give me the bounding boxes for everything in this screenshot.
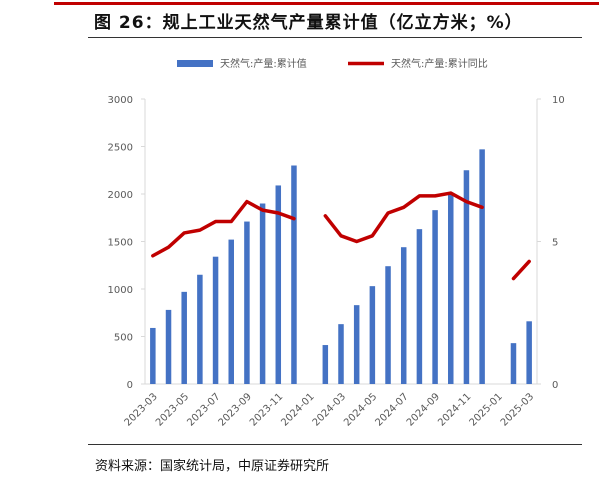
bar-2024-02 [322, 345, 329, 384]
figure-title: 图 26：规上工业天然气产量累计值（亿立方米；%） [94, 13, 523, 33]
bar-2023-09 [244, 221, 250, 384]
x-tick-label: 2024-03 [311, 391, 348, 428]
bar-2023-08 [228, 239, 234, 384]
bar-2025-02 [510, 343, 517, 384]
bar-2023-04 [165, 309, 172, 384]
bar-2024-04 [353, 305, 360, 384]
x-axis-labels: 2023-032023-052023-072023-092023-112024-… [123, 391, 537, 428]
yoy-line-segment-1 [151, 199, 296, 258]
bar-2023-03 [150, 327, 156, 384]
bar-2024-11 [463, 170, 470, 384]
line-series [151, 191, 531, 281]
x-tick-label: 2023-11 [248, 391, 285, 428]
footer-divider [88, 444, 582, 445]
left-tick-label: 1000 [108, 285, 133, 296]
x-tick-label: 2023-07 [185, 391, 222, 428]
top-red-rule [54, 2, 599, 5]
legend-bar-label: 天然气:产量:累计值 [220, 57, 307, 70]
x-tick-label: 2024-11 [436, 391, 473, 428]
right-tick-label: 10 [552, 95, 565, 106]
bar-2024-06 [385, 266, 391, 384]
x-tick-label: 2023-03 [123, 391, 160, 428]
bar-2023-10 [259, 203, 266, 384]
x-tick-label: 2025-03 [499, 391, 536, 428]
x-tick-label: 2024-07 [373, 391, 410, 428]
bar-2023-06 [197, 274, 203, 384]
chart-axes: 0 500 1000 1500 2000 2500 3000 0 5 10 [108, 95, 565, 391]
bar-2023-12 [291, 165, 297, 384]
bar-2023-07 [212, 256, 219, 384]
left-tick-label: 500 [114, 333, 133, 344]
x-tick-label: 2024-05 [342, 391, 379, 428]
x-tick-label: 2025-01 [468, 391, 505, 428]
title-divider [88, 37, 582, 38]
left-tick-label: 3000 [108, 95, 133, 106]
bar-2025-03 [526, 321, 532, 384]
x-tick-label: 2024-01 [279, 391, 316, 428]
source-note: 资料来源：国家统计局，中原证券研究所 [95, 459, 330, 474]
bar-2024-09 [432, 210, 438, 384]
left-tick-label: 2000 [108, 190, 133, 201]
bar-2024-03 [338, 324, 344, 384]
legend-bar-swatch [177, 60, 213, 67]
left-tick-label: 2500 [108, 143, 133, 154]
left-tick-label: 0 [127, 380, 133, 391]
bar-2023-11 [275, 185, 282, 384]
chart-legend: 天然气:产量:累计值 天然气:产量:累计同比 [177, 57, 488, 70]
bar-2024-08 [416, 229, 423, 384]
yoy-line-segment-2 [323, 191, 484, 244]
bar-2024-07 [400, 247, 407, 384]
legend-line-label: 天然气:产量:累计同比 [391, 57, 488, 70]
bar-2024-05 [369, 286, 376, 384]
left-tick-label: 1500 [108, 238, 133, 249]
yoy-line-segment-3 [511, 259, 531, 281]
x-tick-label: 2023-05 [154, 391, 191, 428]
bar-2024-12 [479, 149, 485, 384]
x-tick-label: 2023-09 [217, 391, 254, 428]
bar-series [150, 149, 532, 384]
bar-2023-05 [181, 291, 187, 384]
right-tick-label: 0 [552, 380, 558, 391]
bar-2024-10 [448, 193, 454, 384]
right-tick-label: 5 [552, 238, 558, 249]
x-tick-label: 2024-09 [405, 391, 442, 428]
